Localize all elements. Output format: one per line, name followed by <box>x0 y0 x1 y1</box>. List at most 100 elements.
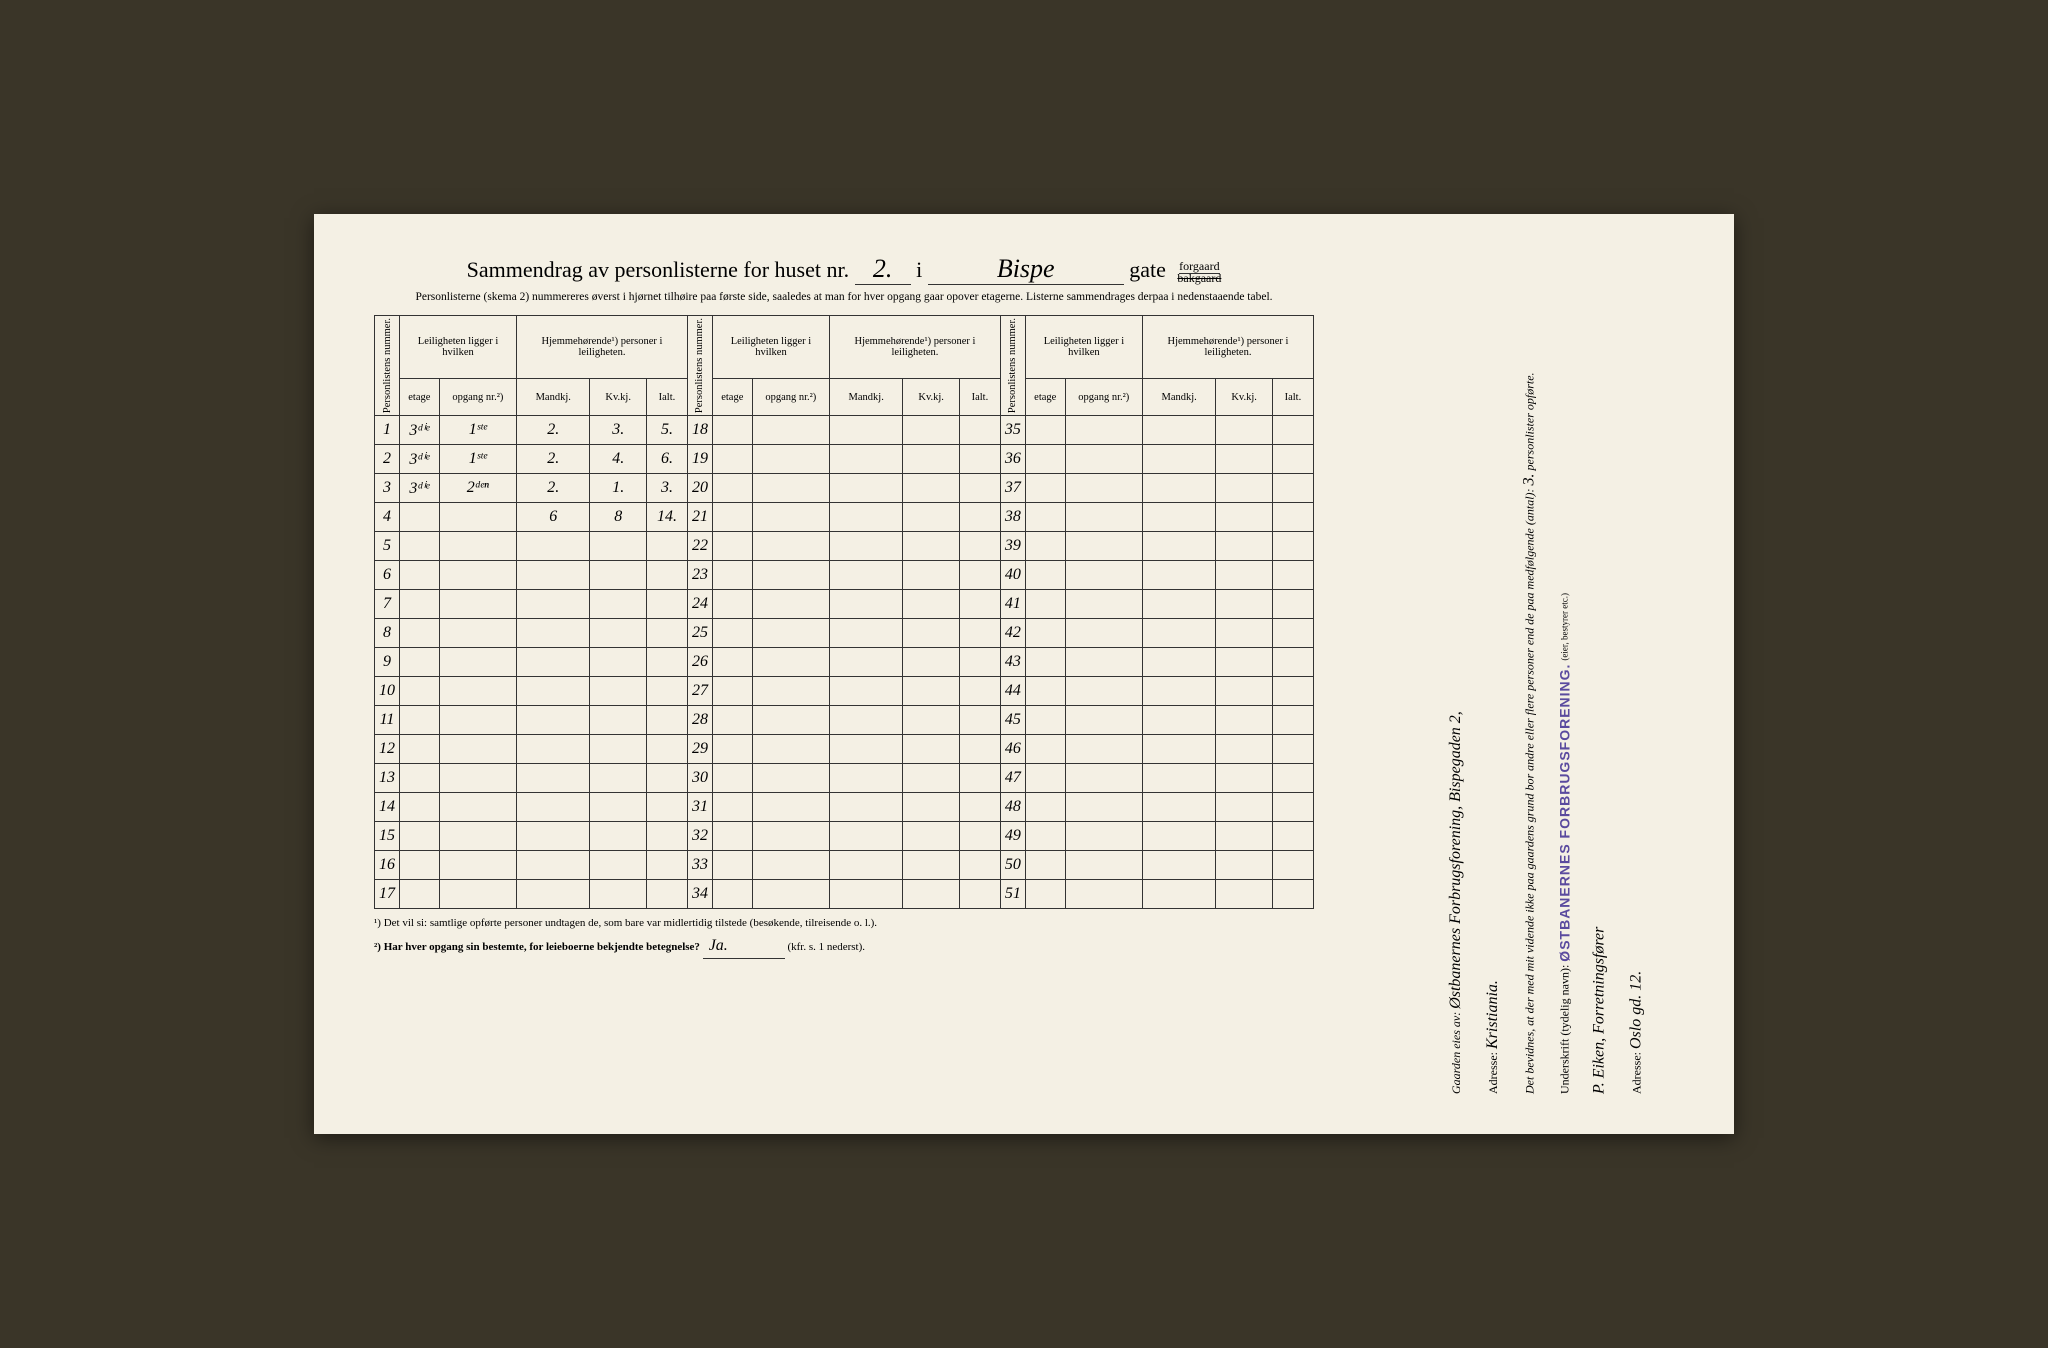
col-personlistens-3: Personlistens nummer. <box>1000 316 1025 416</box>
cell: 3ᵈⁱᵉ <box>400 474 440 503</box>
signature: P. Eiken, Forretningsfører <box>1591 927 1608 1094</box>
cell <box>830 445 903 474</box>
cell <box>517 532 590 561</box>
cell <box>903 474 960 503</box>
cell <box>1025 474 1065 503</box>
cell <box>646 764 687 793</box>
cell <box>830 590 903 619</box>
cell <box>1142 735 1215 764</box>
cell: 1 <box>375 416 400 445</box>
cell <box>1272 648 1313 677</box>
cell: 19 <box>687 445 712 474</box>
cell <box>1272 474 1313 503</box>
cell: 10 <box>375 677 400 706</box>
cell <box>712 648 752 677</box>
adresse-label-1: Adresse: <box>1486 1052 1500 1094</box>
cell: 39 <box>1000 532 1025 561</box>
sub-opgang-3: opgang nr.²) <box>1065 378 1142 415</box>
cell <box>1272 532 1313 561</box>
census-body: 13ᵈⁱᵉ1ˢᵗᵉ2.3.5.183523ᵈⁱᵉ1ˢᵗᵉ2.4.6.193633… <box>375 416 1314 909</box>
cell <box>752 619 829 648</box>
cell <box>646 677 687 706</box>
table-row: 92643 <box>375 648 1314 677</box>
table-row: 33ᵈⁱᵉ2ᵈᵉⁿ2.1.3.2037 <box>375 474 1314 503</box>
cell: 23 <box>687 561 712 590</box>
cell <box>1065 503 1142 532</box>
cell: 21 <box>687 503 712 532</box>
cell <box>903 880 960 909</box>
cell: 7 <box>375 590 400 619</box>
cell: 47 <box>1000 764 1025 793</box>
cell: 4. <box>590 445 647 474</box>
cell <box>400 880 440 909</box>
cell <box>752 503 829 532</box>
cell <box>1272 793 1313 822</box>
cell <box>439 590 516 619</box>
cell: 29 <box>687 735 712 764</box>
cell <box>517 851 590 880</box>
cell <box>1065 474 1142 503</box>
sub-kvkj-1: Kv.kj. <box>590 378 647 415</box>
cell <box>1065 561 1142 590</box>
cell <box>903 561 960 590</box>
cell <box>1142 445 1215 474</box>
cell <box>1216 735 1273 764</box>
cell <box>1216 648 1273 677</box>
cell <box>1065 590 1142 619</box>
table-row: 46814.2138 <box>375 503 1314 532</box>
cell: 3ᵈⁱᵉ <box>400 445 440 474</box>
col-personlistens-2: Personlistens nummer. <box>687 316 712 416</box>
cell <box>712 532 752 561</box>
cell <box>903 416 960 445</box>
cell <box>590 851 647 880</box>
sub-kvkj-2: Kv.kj. <box>903 378 960 415</box>
cell: 37 <box>1000 474 1025 503</box>
cell <box>646 880 687 909</box>
cell <box>903 445 960 474</box>
cell <box>1142 851 1215 880</box>
cell <box>752 445 829 474</box>
cell <box>517 880 590 909</box>
cell <box>752 880 829 909</box>
cell <box>439 851 516 880</box>
cell <box>517 677 590 706</box>
cell: 32 <box>687 822 712 851</box>
cell <box>439 532 516 561</box>
cell <box>590 677 647 706</box>
cell <box>439 880 516 909</box>
cell <box>830 416 903 445</box>
cell <box>752 590 829 619</box>
underskrift-label: Underskrift (tydelig navn): <box>1557 965 1571 1094</box>
cell <box>1025 532 1065 561</box>
cell <box>903 706 960 735</box>
footnote-1: ¹) Det vil si: samtlige opførte personer… <box>374 915 1314 933</box>
cell <box>646 706 687 735</box>
cell <box>903 648 960 677</box>
cell <box>752 677 829 706</box>
cell <box>1216 474 1273 503</box>
cell <box>1025 677 1065 706</box>
cell <box>830 677 903 706</box>
cell <box>752 561 829 590</box>
cell <box>646 735 687 764</box>
cell <box>590 793 647 822</box>
cell: 40 <box>1000 561 1025 590</box>
table-row: 112845 <box>375 706 1314 735</box>
cell <box>646 619 687 648</box>
cell <box>439 648 516 677</box>
cell <box>752 851 829 880</box>
cell <box>439 793 516 822</box>
cell <box>959 822 1000 851</box>
cell <box>959 706 1000 735</box>
gaarden-value: Østbanernes Forbrugsforening, Bispegaden… <box>1447 711 1464 1009</box>
cell <box>752 706 829 735</box>
cell <box>830 532 903 561</box>
table-row: 163350 <box>375 851 1314 880</box>
cell <box>439 822 516 851</box>
sub-opgang-1: opgang nr.²) <box>439 378 516 415</box>
cell <box>712 706 752 735</box>
underskrift-small: (eier, bestyrer etc.) <box>1559 593 1569 661</box>
cell <box>1025 793 1065 822</box>
cell <box>903 532 960 561</box>
cell <box>959 851 1000 880</box>
